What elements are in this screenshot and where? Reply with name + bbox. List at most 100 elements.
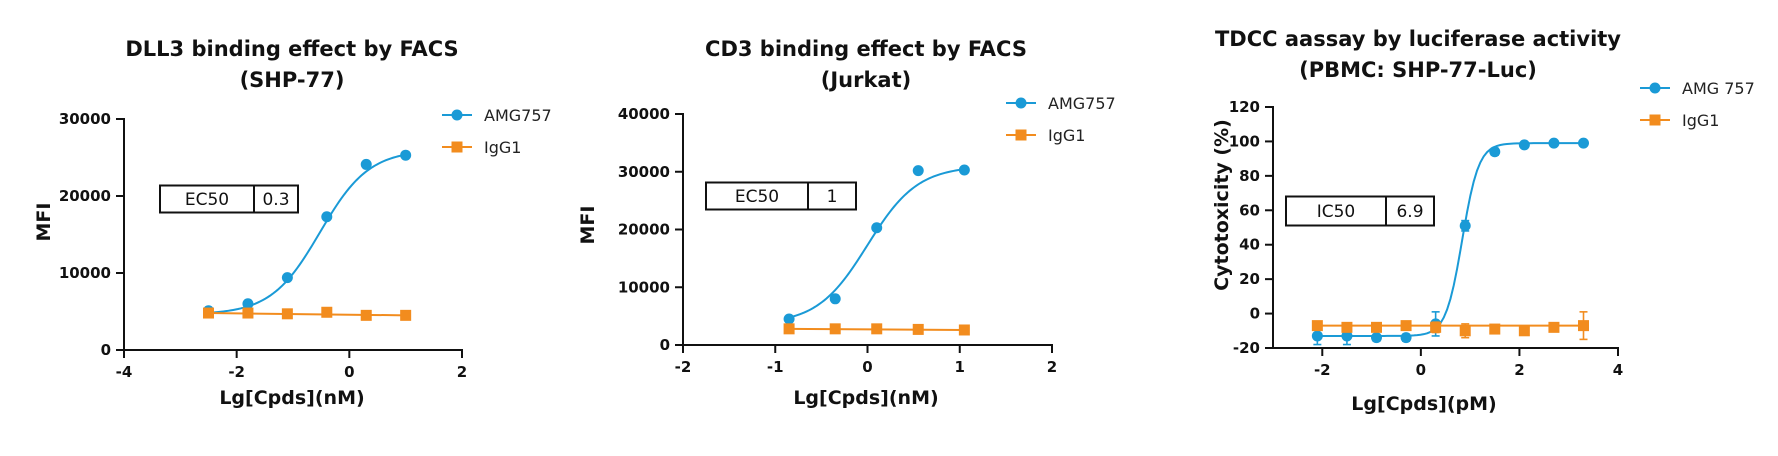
potency-box: IC50 6.9 xyxy=(1285,195,1435,227)
data-point xyxy=(958,164,970,176)
data-point xyxy=(1518,139,1530,151)
plot-area: -2 -1 0 1 2 0 10000 20000 30000 40000 AMG757 IgG1 EC… xyxy=(618,94,1116,376)
chart-title-line-2: (PBMC: SHP-77-Luc) xyxy=(1299,58,1537,82)
y-tick-label: 20000 xyxy=(59,187,111,205)
data-point xyxy=(360,158,372,170)
chart-panel-1: DLL3 binding effect by FACS (SHP-77) Lg[… xyxy=(33,37,552,409)
legend-entry: IgG1 xyxy=(1006,126,1085,145)
potency-box: EC50 1 xyxy=(705,181,857,211)
data-point xyxy=(203,307,214,319)
data-point xyxy=(242,298,254,310)
y-axis-title: MFI xyxy=(577,206,599,245)
legend-marker xyxy=(1015,97,1027,109)
data-point xyxy=(1311,320,1323,332)
y-tick-label: 40 xyxy=(1239,236,1260,254)
data-point xyxy=(1400,320,1412,332)
chart-panel-3: TDCC aassay by luciferase activity (PBMC… xyxy=(1211,27,1755,415)
x-tick-label: 4 xyxy=(1613,361,1623,379)
legend-entry: IgG1 xyxy=(442,138,521,157)
data-point xyxy=(400,149,412,161)
data-point xyxy=(242,307,254,319)
data-point xyxy=(400,309,412,321)
series-amg-757 xyxy=(1311,137,1589,346)
y-tick-label: 20000 xyxy=(618,221,670,239)
data-point xyxy=(321,211,333,223)
data-point xyxy=(1578,137,1589,149)
series-amg757 xyxy=(783,164,970,325)
data-point xyxy=(871,222,883,234)
data-point xyxy=(912,165,924,177)
x-tick-label: 0 xyxy=(862,358,872,376)
x-tick-label: 2 xyxy=(457,363,467,381)
data-point xyxy=(1371,321,1382,333)
data-point xyxy=(912,323,924,335)
x-axis-title: Lg[Cpds](nM) xyxy=(793,387,938,409)
y-tick-label: 10000 xyxy=(618,278,670,296)
y-tick-label: 0 xyxy=(660,336,670,354)
x-tick-label: -4 xyxy=(116,363,133,381)
y-tick-label: 0 xyxy=(101,341,111,359)
potency-label: IC50 xyxy=(1317,202,1356,222)
data-point xyxy=(1489,323,1501,335)
data-point xyxy=(321,306,333,318)
data-point xyxy=(783,313,795,325)
y-axis-title: MFI xyxy=(33,203,55,242)
x-tick-label: 0 xyxy=(344,363,354,381)
plot-area: -4 -2 0 2 0 10000 20000 30000 AMG757 IgG1 EC50 0.3 xyxy=(59,106,552,381)
series-igg1 xyxy=(1311,311,1589,341)
x-tick-label: -2 xyxy=(228,363,245,381)
x-tick-label: 0 xyxy=(1416,361,1426,379)
x-axis-title: Lg[Cpds](nM) xyxy=(219,387,364,409)
x-tick-label: -2 xyxy=(1314,361,1331,379)
data-point xyxy=(1459,325,1471,337)
data-point xyxy=(281,272,293,284)
y-tick-label: 10000 xyxy=(59,264,111,282)
legend-marker xyxy=(1649,82,1661,94)
legend-marker xyxy=(1015,129,1027,141)
legend-label: AMG 757 xyxy=(1682,79,1755,98)
y-tick-label: 30000 xyxy=(59,110,111,128)
legend-entry: AMG757 xyxy=(1006,94,1116,113)
legend-label: AMG757 xyxy=(1048,94,1116,113)
data-point xyxy=(1518,325,1530,337)
fit-curve xyxy=(208,153,406,314)
fit-curve xyxy=(208,312,406,317)
legend-marker xyxy=(451,141,463,153)
data-point xyxy=(829,323,841,335)
data-point xyxy=(958,324,970,336)
data-point xyxy=(281,308,293,320)
data-point xyxy=(783,323,795,335)
x-axis-title: Lg[Cpds](pM) xyxy=(1351,393,1496,415)
chart-title-line-2: (SHP-77) xyxy=(240,68,345,92)
series-igg1 xyxy=(783,323,970,336)
potency-box: EC50 0.3 xyxy=(159,184,299,214)
series-amg757 xyxy=(203,149,412,317)
y-tick-label: 80 xyxy=(1239,167,1260,185)
x-tick-label: 1 xyxy=(955,358,965,376)
y-axis-title: Cytotoxicity (%) xyxy=(1211,119,1233,291)
data-point xyxy=(1548,137,1560,149)
potency-label: EC50 xyxy=(185,190,229,210)
x-tick-label: -1 xyxy=(767,358,784,376)
y-tick-label: 120 xyxy=(1229,98,1260,116)
potency-label: EC50 xyxy=(735,187,779,207)
y-tick-label: 20 xyxy=(1239,270,1260,288)
data-point xyxy=(829,293,841,305)
chart-title-line-2: (Jurkat) xyxy=(821,68,912,92)
chart-title-line-1: DLL3 binding effect by FACS xyxy=(125,37,458,61)
series-igg1 xyxy=(203,306,412,321)
legend-label: IgG1 xyxy=(1048,126,1085,145)
y-tick-label: 30000 xyxy=(618,163,670,181)
x-tick-label: -2 xyxy=(675,358,692,376)
legend-label: AMG757 xyxy=(484,106,552,125)
data-point xyxy=(1371,332,1382,344)
data-point xyxy=(871,323,883,335)
legend-marker xyxy=(1649,114,1661,126)
potency-box-frame xyxy=(705,181,857,211)
potency-value: 6.9 xyxy=(1396,202,1423,222)
x-tick-label: 2 xyxy=(1047,358,1057,376)
potency-box-frame xyxy=(159,184,299,214)
y-tick-label: 0 xyxy=(1250,305,1260,323)
data-point xyxy=(1430,321,1442,333)
